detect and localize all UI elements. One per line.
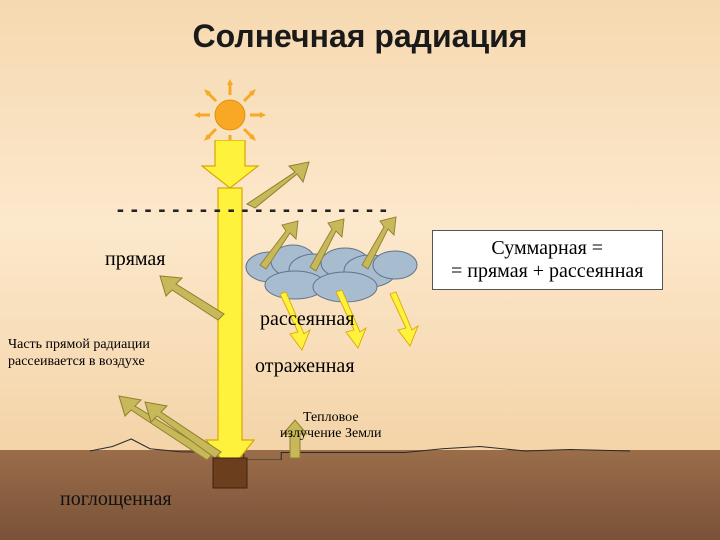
space-reflection-arrow [245,160,315,210]
absorbed-box [211,456,249,490]
label-direct: прямая [105,248,166,271]
label-thermal: Тепловое излучение Земли [280,395,382,441]
label-absorbed: поглощенная [60,488,172,511]
ground-reflection-arrows [95,388,225,468]
air-scatter-arrow [150,270,230,330]
formula-line1: Суммарная = [451,237,644,260]
label-scattered: рассеянная [260,308,354,331]
title-text: Солнечная радиация [193,18,528,54]
page-title: Солнечная радиация [0,18,720,55]
formula-box: Суммарная = = прямая + рассеянная [432,230,663,290]
label-scatter-note: Часть прямой радиации рассеивается в воз… [8,320,150,370]
formula-line2: = прямая + рассеянная [451,260,644,283]
label-reflected: отраженная [255,355,355,378]
cloud-reflection-arrows [250,215,440,275]
